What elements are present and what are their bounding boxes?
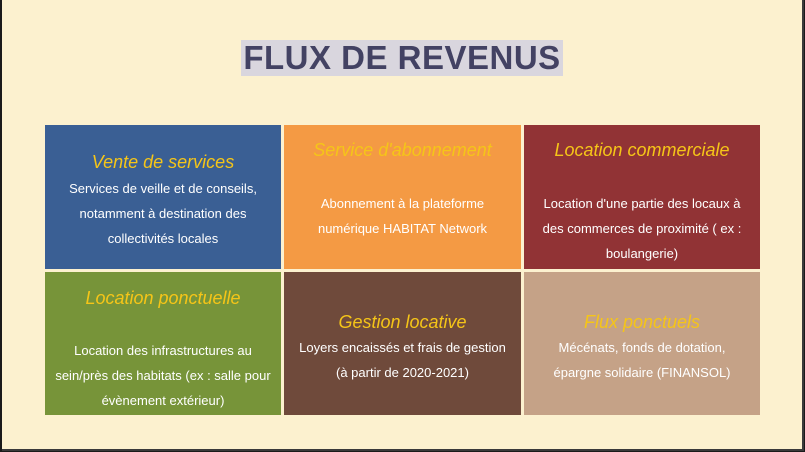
cell-text: Abonnement à la plateforme numérique HAB… (317, 196, 488, 236)
cell-heading: Location ponctuelle (85, 288, 241, 308)
cell-heading: Flux ponctuels (583, 312, 701, 332)
cell-heading: Location commerciale (554, 140, 730, 160)
cell-text: Location d'une partie des locaux à des c… (542, 196, 742, 261)
cell-location-ponctuelle: Location ponctuelle Location des infrast… (45, 272, 281, 415)
cell-service-abonnement: Service d'abonnement Abonnement à la pla… (284, 125, 521, 269)
revenue-grid: Vente de services Services de veille et … (45, 125, 760, 416)
slide-title: FLUX DE REVENUS (241, 39, 563, 76)
cell-heading: Gestion locative (338, 312, 467, 332)
cell-text: Loyers encaissés et frais de gestion (à … (299, 340, 506, 380)
slide-title-container: FLUX DE REVENUS (2, 40, 802, 76)
cell-heading: Service d'abonnement (313, 140, 492, 160)
cell-text: Services de veille et de conseils, notam… (69, 181, 257, 246)
cell-text: Mécénats, fonds de dotation, épargne sol… (553, 340, 731, 380)
cell-text: Location des infrastructures au sein/prè… (55, 343, 271, 408)
cell-gestion-locative: Gestion locative Loyers encaissés et fra… (284, 272, 521, 415)
cell-vente-de-services: Vente de services Services de veille et … (45, 125, 281, 269)
cell-heading: Vente de services (91, 152, 235, 172)
cell-location-commerciale: Location commerciale Location d'une part… (524, 125, 760, 269)
cell-flux-ponctuels: Flux ponctuels Mécénats, fonds de dotati… (524, 272, 760, 415)
